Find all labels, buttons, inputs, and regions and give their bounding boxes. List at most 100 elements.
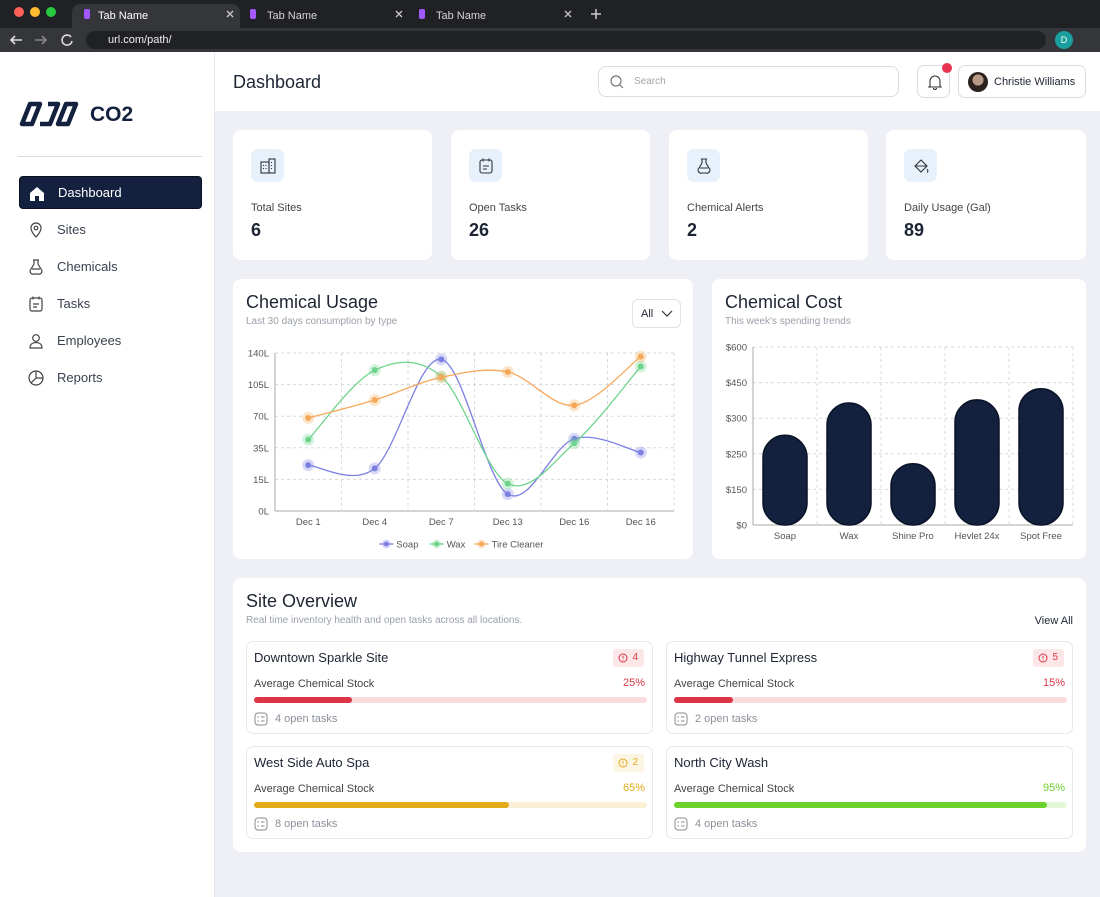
page-title: Dashboard <box>233 72 322 92</box>
series-line <box>307 361 642 487</box>
stock-percent: 15% <box>1042 677 1065 689</box>
x-tick-label: Spot Free <box>1020 531 1062 542</box>
bar <box>826 402 872 526</box>
window-controls[interactable] <box>0 0 70 28</box>
nav-buttons[interactable] <box>0 28 80 52</box>
stat-label: Daily Usage (Gal) <box>904 202 991 214</box>
alert-icon <box>618 653 628 663</box>
profile-avatar[interactable]: D <box>1055 31 1073 49</box>
bar <box>762 434 808 526</box>
header: Dashboard Search Christie Williams <box>215 52 1100 111</box>
legend-item[interactable]: Soap <box>379 539 418 551</box>
data-point <box>501 365 514 378</box>
user-name: Christie Williams <box>994 76 1076 88</box>
y-tick-label: 0L <box>258 507 269 518</box>
nav-icon <box>28 370 44 386</box>
legend-label: Soap <box>396 540 418 551</box>
tasks-icon <box>674 817 688 831</box>
nav-label: Chemicals <box>57 259 118 274</box>
data-point <box>435 371 448 384</box>
stock-percent: 65% <box>622 782 645 794</box>
stat-value: 26 <box>469 220 490 240</box>
y-tick-label: $450 <box>726 378 747 389</box>
legend-item[interactable]: Tire Cleaner <box>474 539 544 551</box>
stat-card: Daily Usage (Gal) 89 <box>886 130 1086 260</box>
legend-item[interactable]: Wax <box>429 539 466 551</box>
stock-track <box>674 697 1067 703</box>
stock-bar <box>254 697 353 703</box>
y-tick-label: 105L <box>248 380 269 391</box>
nav-label: Tasks <box>57 296 91 311</box>
stat-card: Total Sites 6 <box>233 130 432 260</box>
tab[interactable]: Tab Name <box>72 4 240 28</box>
tasks-text: 8 open tasks <box>275 818 338 830</box>
stat-icon <box>469 149 502 182</box>
x-tick-label: Soap <box>774 531 796 542</box>
site-card[interactable]: West Side Auto Spa 2 Average Chemical Stoc… <box>246 746 653 839</box>
nav-icon <box>30 187 44 201</box>
notification-button[interactable] <box>917 65 950 98</box>
stat-value: 6 <box>251 220 262 240</box>
nav-icon <box>29 296 43 312</box>
nav-item[interactable]: Reports <box>19 361 202 394</box>
search-icon <box>610 75 624 89</box>
search-box[interactable]: Search <box>598 66 899 97</box>
stat-value: 2 <box>687 220 698 240</box>
stat-icon <box>687 149 720 182</box>
tab-bar: Tab Name Tab Name Tab Name <box>0 0 1100 28</box>
stat-value: 89 <box>904 220 925 240</box>
url-field[interactable]: url.com/path/ <box>86 31 1046 49</box>
y-tick-label: $600 <box>726 343 747 354</box>
x-tick-label: Dec 4 <box>362 517 387 528</box>
site-card[interactable]: North City Wash Average Chemical Stock 95%… <box>666 746 1073 839</box>
stat-icon <box>904 149 937 182</box>
search-placeholder: Search <box>634 76 666 87</box>
data-point <box>302 433 315 446</box>
data-point <box>435 353 448 366</box>
nav-item[interactable]: Tasks <box>19 287 202 320</box>
site-name: West Side Auto Spa <box>254 755 370 770</box>
stat-card: Chemical Alerts 2 <box>669 130 868 260</box>
stock-bar <box>674 697 733 703</box>
section-subtitle: Real time inventory health and open task… <box>246 615 523 626</box>
alert-count: 2 <box>632 757 638 768</box>
y-tick-label: 70L <box>253 412 269 423</box>
tab[interactable]: Tab Name <box>436 10 487 22</box>
x-tick-label: Dec 16 <box>626 517 656 528</box>
stock-track <box>254 802 647 808</box>
chevron <box>661 310 673 317</box>
nav-item[interactable]: Employees <box>19 324 202 357</box>
nav-label: Sites <box>57 222 86 237</box>
tab-icons <box>84 9 601 19</box>
x-tick-label: Dec 13 <box>493 517 523 528</box>
nav-item[interactable]: Sites <box>19 213 202 246</box>
x-tick-label: Dec 1 <box>296 517 321 528</box>
data-point <box>501 488 514 501</box>
filter-dropdown[interactable]: All <box>632 299 681 328</box>
tasks-icon <box>254 817 268 831</box>
nav-item[interactable]: Dashboard <box>19 176 202 209</box>
legend-label: Wax <box>447 540 466 551</box>
y-tick-label: $0 <box>736 521 747 532</box>
alert-icon <box>1038 653 1048 663</box>
series-line <box>308 356 642 419</box>
nav-icon <box>29 259 43 275</box>
y-tick-label: 15L <box>253 475 269 486</box>
bar <box>1018 388 1064 526</box>
tab[interactable]: Tab Name <box>267 10 318 22</box>
view-all-link[interactable]: View All <box>1034 615 1073 627</box>
nav-label: Employees <box>57 333 122 348</box>
x-tick-label: Wax <box>840 531 859 542</box>
alert-badge: 5 <box>1033 649 1064 667</box>
site-card[interactable]: Highway Tunnel Express 5 Average Chemical … <box>666 641 1073 734</box>
site-card[interactable]: Downtown Sparkle Site 4 Average Chemical S… <box>246 641 653 734</box>
data-point <box>501 477 514 490</box>
filter-value: All <box>641 308 654 320</box>
chart-subtitle: This week's spending trends <box>725 316 851 327</box>
stat-label: Open Tasks <box>469 202 527 214</box>
data-point <box>302 412 315 425</box>
nav-item[interactable]: Chemicals <box>19 250 202 283</box>
user-menu[interactable]: Christie Williams <box>958 65 1086 98</box>
stock-percent: 95% <box>1042 782 1065 794</box>
